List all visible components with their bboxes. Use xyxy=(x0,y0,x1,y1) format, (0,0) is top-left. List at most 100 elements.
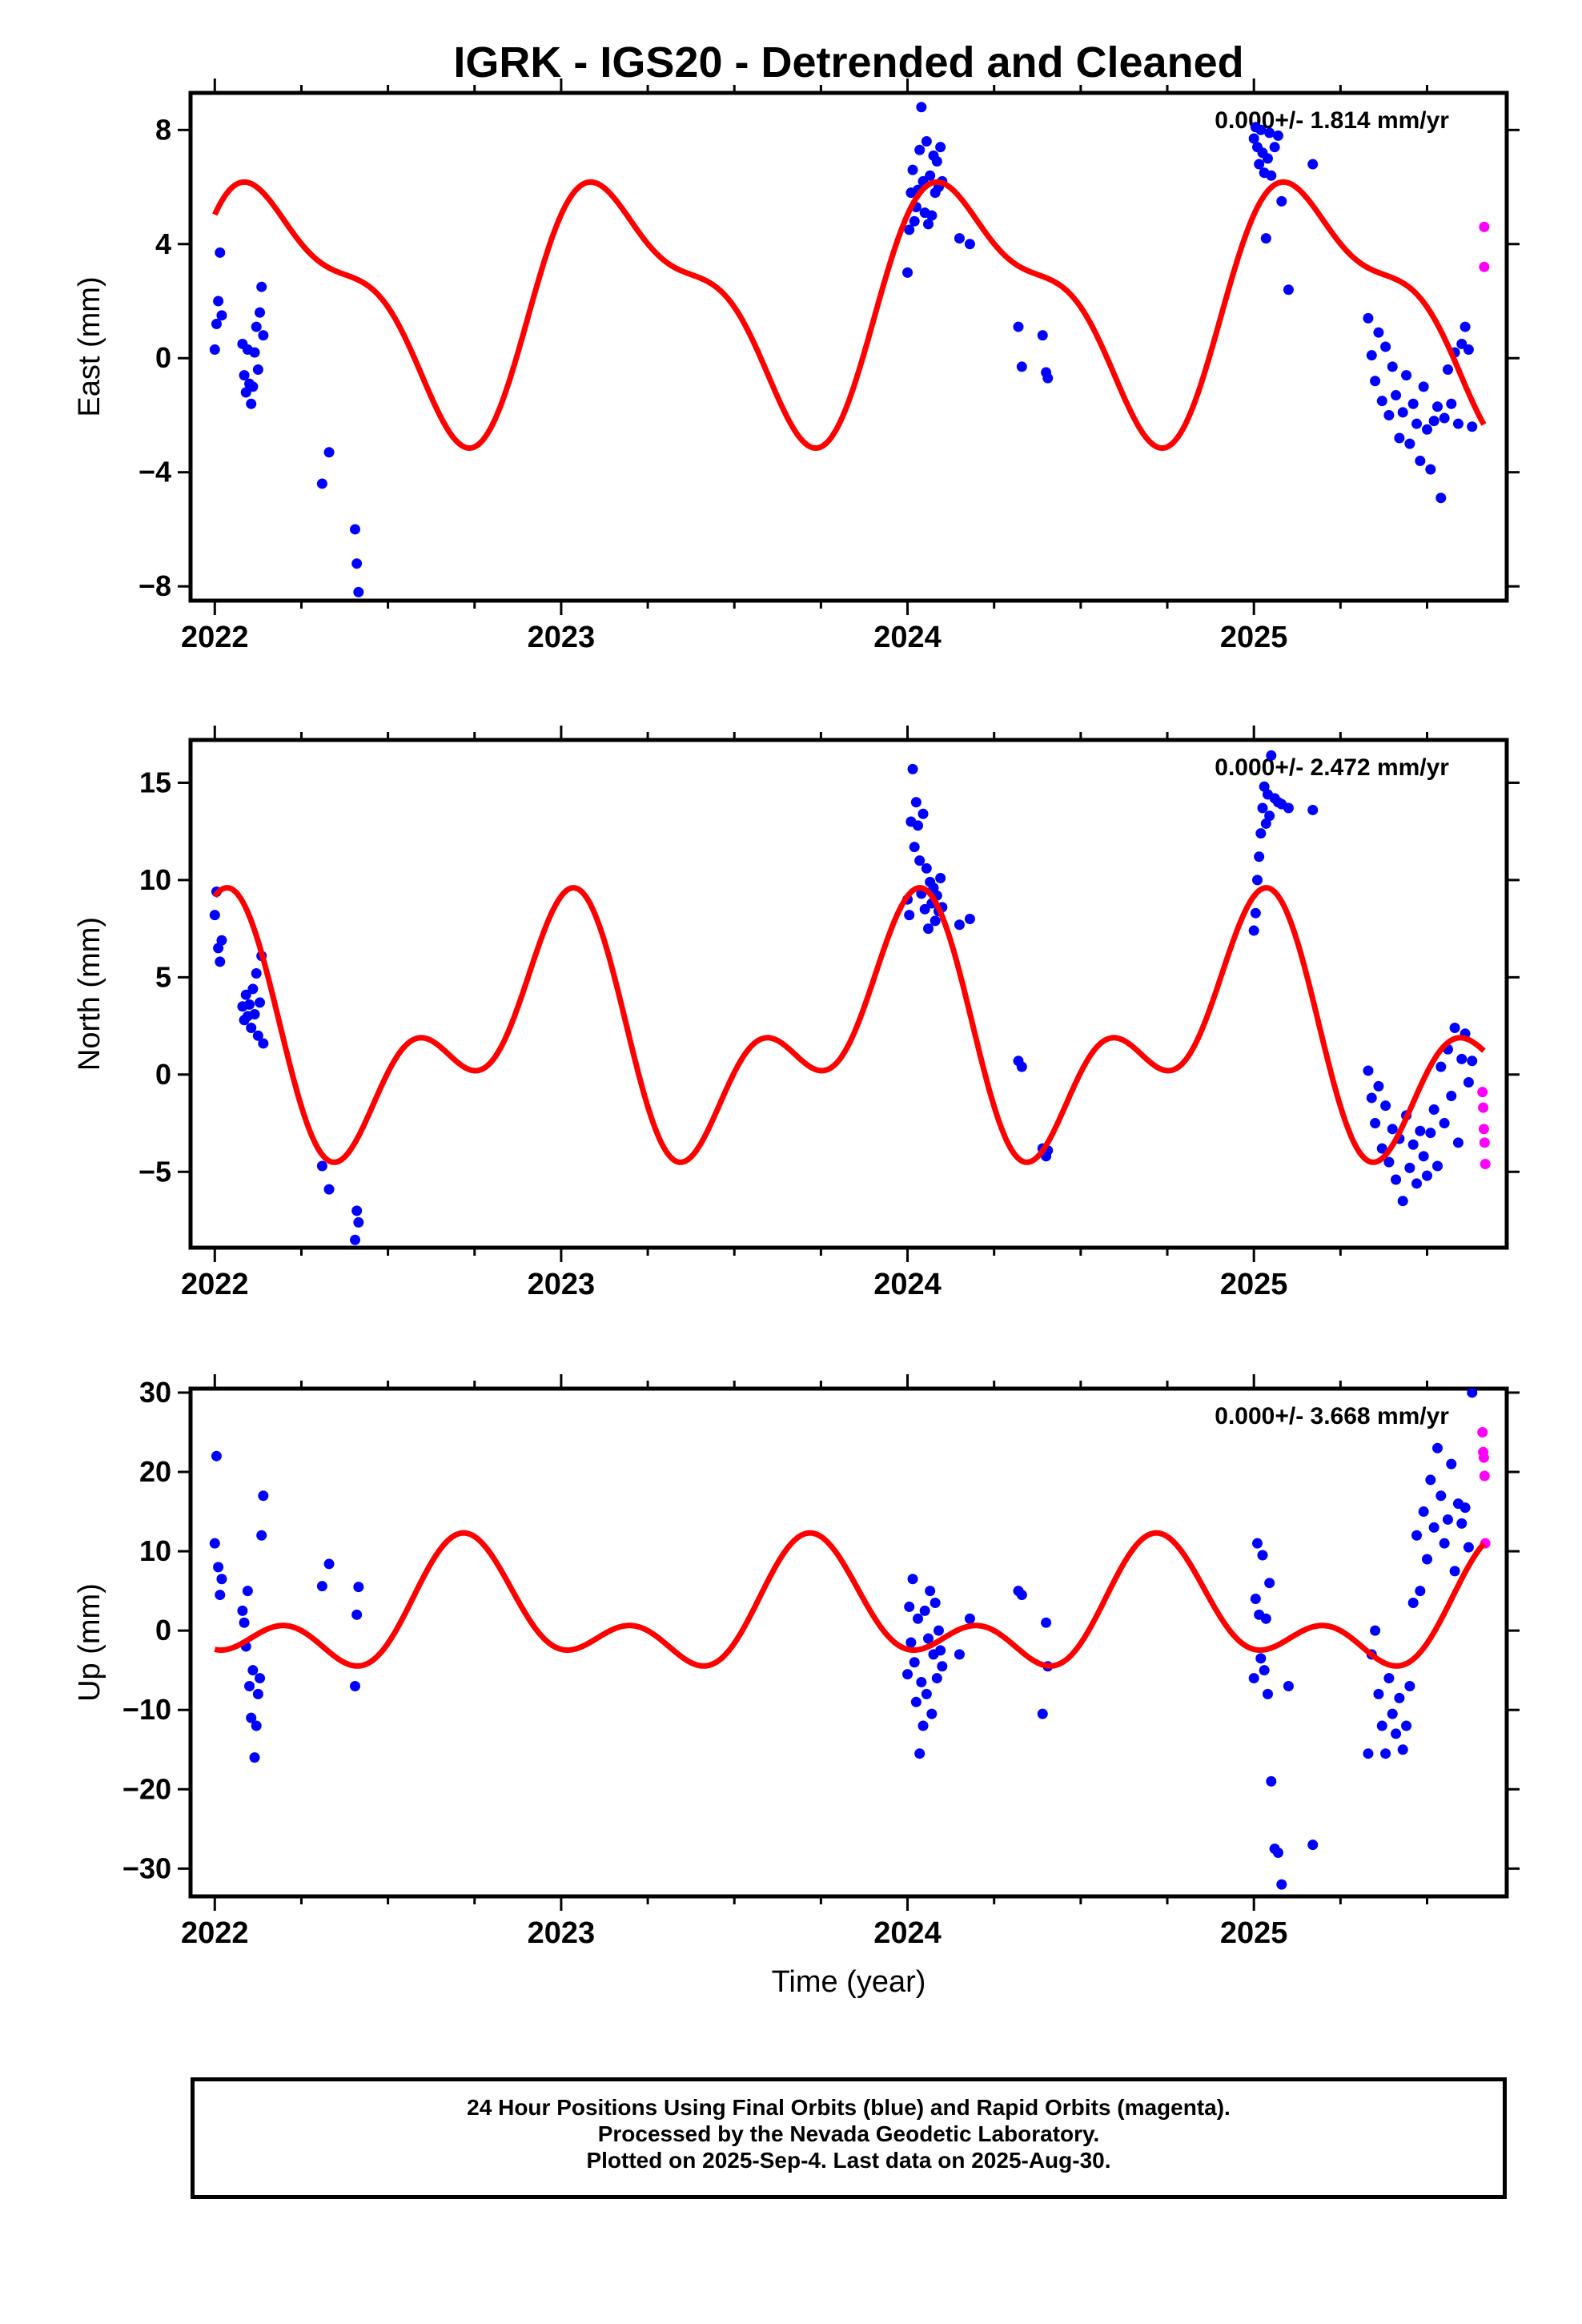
up-y-axis-label: Up (mm) xyxy=(73,1583,106,1702)
north-final-point xyxy=(964,913,975,924)
up-xtick-label: 2024 xyxy=(873,1916,942,1950)
east-final-point xyxy=(923,219,934,230)
east-final-point xyxy=(1013,321,1024,332)
east-final-point xyxy=(1439,412,1450,424)
up-final-point xyxy=(239,1617,250,1628)
up-final-point xyxy=(258,1490,269,1502)
east-final-point xyxy=(1467,421,1478,432)
north-final-point xyxy=(351,1205,363,1216)
north-rapid-point xyxy=(1478,1102,1489,1113)
up-final-point xyxy=(353,1582,364,1593)
up-final-point xyxy=(1266,1775,1277,1787)
up-final-point xyxy=(904,1601,915,1612)
north-final-point xyxy=(1373,1080,1384,1092)
north-final-point xyxy=(1283,802,1294,814)
east-final-point xyxy=(1387,361,1398,372)
east-final-point xyxy=(921,136,932,147)
east-final-point xyxy=(1460,321,1471,332)
east-final-point xyxy=(916,102,927,113)
up-rapid-point xyxy=(1477,1426,1488,1437)
north-final-point xyxy=(215,956,226,967)
north-final-point xyxy=(1016,1061,1027,1072)
north-rapid-point xyxy=(1479,1137,1490,1148)
east-final-point xyxy=(1363,312,1374,324)
east-final-point xyxy=(249,347,260,358)
up-final-point xyxy=(923,1633,934,1644)
north-final-point xyxy=(907,763,918,774)
up-final-point xyxy=(1421,1554,1432,1565)
up-final-point xyxy=(1262,1688,1273,1699)
north-final-point xyxy=(350,1234,360,1245)
east-final-point xyxy=(1037,330,1048,341)
up-final-point xyxy=(1383,1673,1395,1684)
x-axis-label: Time (year) xyxy=(772,1965,926,1999)
up-final-point xyxy=(242,1586,253,1597)
up-final-point xyxy=(1428,1522,1439,1533)
east-final-point xyxy=(1428,416,1439,427)
up-final-point xyxy=(249,1752,260,1763)
up-final-point xyxy=(1446,1458,1457,1470)
north-final-point xyxy=(252,1030,263,1041)
north-final-point xyxy=(935,872,946,883)
up-panel: −30 −20 −10 0 10 20 30 2022 2023 2024 2025 Up (mm) 0… xyxy=(73,1374,1520,1950)
north-final-point xyxy=(1449,1023,1460,1034)
north-final-point xyxy=(1391,1174,1402,1185)
chart-title: IGRK - IGS20 - Detrended and Cleaned xyxy=(453,38,1243,86)
north-final-point xyxy=(923,923,934,935)
east-ytick-label: 8 xyxy=(155,113,171,146)
north-ytick-label: 15 xyxy=(139,766,171,798)
up-final-point xyxy=(1394,1692,1405,1703)
up-final-point xyxy=(351,1609,363,1620)
north-final-point xyxy=(1411,1178,1423,1189)
up-final-point xyxy=(1016,1590,1027,1601)
up-final-point xyxy=(247,1665,259,1676)
up-final-point xyxy=(1439,1538,1450,1549)
north-final-point xyxy=(1266,750,1277,761)
up-final-point xyxy=(256,1530,267,1541)
up-final-point xyxy=(1435,1490,1447,1502)
north-final-point xyxy=(1248,925,1259,936)
up-final-point xyxy=(916,1677,927,1688)
up-final-point xyxy=(921,1688,932,1699)
east-final-point xyxy=(211,319,222,330)
north-ytick-label: 10 xyxy=(139,863,171,896)
east-frame xyxy=(188,90,1509,603)
east-final-point xyxy=(925,170,936,181)
up-final-point xyxy=(1415,1586,1426,1597)
east-final-point xyxy=(350,524,360,535)
north-final-point xyxy=(1425,1128,1436,1139)
east-final-point xyxy=(1380,341,1391,352)
up-final-point xyxy=(910,1696,921,1707)
east-final-point xyxy=(215,247,226,258)
north-rapid-point xyxy=(1478,1124,1489,1135)
north-final-point xyxy=(1264,810,1275,822)
east-final-point xyxy=(926,210,938,221)
east-final-point xyxy=(1042,372,1054,384)
north-final-point xyxy=(1431,1160,1443,1172)
up-final-point xyxy=(211,1450,222,1462)
east-final-point xyxy=(1456,338,1468,349)
up-final-point xyxy=(937,1661,948,1672)
up-final-point xyxy=(914,1748,926,1759)
up-final-point xyxy=(251,1720,262,1731)
north-final-point xyxy=(1255,828,1267,839)
up-final-point xyxy=(964,1613,975,1624)
up-xtick-label: 2022 xyxy=(181,1916,249,1950)
north-panel: −5 0 5 10 15 2022 2023 2024 2025 North (mm) 0.000+… xyxy=(73,726,1520,1301)
east-final-point xyxy=(1307,159,1319,170)
east-y-axis-label: East (mm) xyxy=(73,276,106,416)
east-rapid-point xyxy=(1479,221,1490,232)
up-final-point xyxy=(925,1586,936,1597)
east-final-point xyxy=(251,321,262,332)
east-final-point xyxy=(1394,432,1405,444)
up-final-point xyxy=(935,1645,946,1656)
up-final-point xyxy=(933,1625,944,1636)
up-ytick-label: 30 xyxy=(139,1376,171,1409)
east-final-point xyxy=(1283,284,1294,296)
north-final-point xyxy=(251,967,262,979)
east-ytick-label: 4 xyxy=(155,227,171,260)
east-final-point xyxy=(1415,455,1426,466)
up-final-point xyxy=(913,1613,924,1624)
north-final-point xyxy=(904,910,915,921)
north-final-point xyxy=(1439,1118,1450,1129)
